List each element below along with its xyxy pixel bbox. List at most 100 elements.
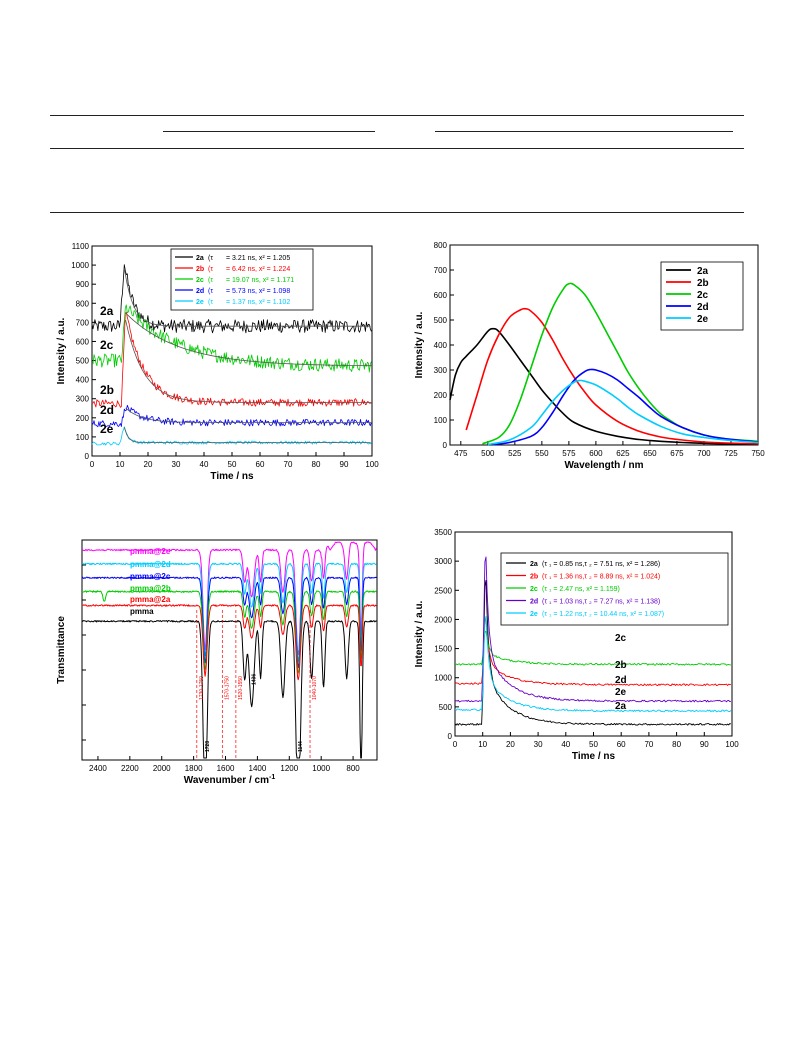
legend-box [170,248,314,311]
emission-series-2d [493,368,759,446]
series-label-2d: 2d [100,403,114,417]
x-tick-label: 725 [724,449,738,458]
ir-series-label: pmma@2d [130,560,171,569]
legend-value-2c: (τ ₁ = 2.47 ns, x² = 1.159) [542,586,620,593]
y-tick-label: 0 [443,441,448,450]
x-tick-label: 650 [643,449,657,458]
table-bottom-rule [50,212,744,213]
y-tick-label: 500 [439,703,453,712]
x-axis-label: Wavelength / nm [564,460,643,471]
emission-series-2e [487,379,759,446]
y-tick-label: 1500 [434,645,452,654]
x-tick-label: 525 [508,449,522,458]
legend-value-2c: = 19.07 ns, x² = 1.171 [226,277,294,284]
x-tick-label: 60 [256,460,265,469]
y-tick-label: 3000 [434,557,452,566]
series-label-2d: 2d [615,675,627,686]
y-tick-label: 0 [85,452,90,461]
decay-fit-2a [123,267,371,327]
ir-range-label: 1040-1070 [312,676,318,700]
y-tick-label: 900 [76,280,90,289]
legend-label-2b: 2b [697,278,709,289]
decay-chart-svg: 0 10 20 30 40 50 60 70 80 90 100010020030040050060… [56,242,379,482]
ir-series-label: pmma@2b [130,584,171,593]
decay-fit-2c [125,312,372,367]
x-tick-label: 675 [670,449,684,458]
table-group-rule-left [163,131,375,132]
legend-param-2b: (τ [208,266,213,273]
y-tick-label: 100 [76,433,90,442]
series-label-2b: 2b [615,660,627,671]
y-axis-label: Intensity / a.u. [414,311,425,378]
emission-chart: 475 500 525 550 575 600 625 650 675 700 725 750 0 100… [400,230,793,500]
y-tick-label: 2500 [434,586,452,595]
y-tick-label: 800 [434,241,448,250]
ir-series-pmma@2b [81,590,378,674]
ir-series-label: pmma@2e [130,547,171,556]
x-tick-label: 60 [617,740,626,749]
y-tick-label: 300 [76,395,90,404]
x-tick-label: 475 [454,449,468,458]
legend-label-2d: 2d [697,302,709,313]
table-top-rule [50,115,744,116]
film-decay-series-2b [454,617,732,687]
x-tick-label: 600 [589,449,603,458]
ir-chart-svg: 2400 2200 2000 1800 1600 1400 1200 1000 800 Waven… [56,539,378,786]
legend-id-2d: 2d [530,599,538,606]
y-tick-label: 300 [434,366,448,375]
x-axis-label-sup: -1 [269,774,275,781]
ir-peak-label: 1436 [252,674,258,685]
x-tick-label: 550 [535,449,549,458]
ir-series-pmma@2e [82,541,378,656]
x-tick-label: 10 [116,460,125,469]
x-tick-label: 1000 [312,764,330,773]
legend-param-2e: (τ [208,299,213,306]
film-decay-series-2a [454,579,732,726]
x-tick-label: 80 [312,460,321,469]
y-tick-label: 700 [76,318,90,327]
x-tick-label: 50 [589,740,598,749]
ir-series-label: pmma [130,607,154,616]
y-tick-label: 400 [434,341,448,350]
x-tick-label: 70 [644,740,653,749]
y-tick-label: 200 [434,391,448,400]
legend-label-2e: 2e [697,314,709,325]
emission-series-2b [465,307,759,445]
x-tick-label: 10 [478,740,487,749]
decay-series-2c [91,304,372,373]
legend-value-2b: (τ ₁ = 1.36 ns,τ ₂ = 8.89 ns, x² = 1.024… [542,574,660,581]
x-tick-label: 1400 [249,764,267,773]
x-tick-label: 1600 [217,764,235,773]
legend-id-2e: 2e [196,299,204,306]
decay-fit-2b [125,320,372,403]
ir-series-pmma@2d [81,562,378,662]
ir-series-pmma@2a [81,604,377,681]
x-tick-label: 0 [453,740,458,749]
y-axis-label: Transmittance [56,616,67,684]
legend-id-2e: 2e [530,611,538,618]
y-tick-label: 400 [76,376,90,385]
x-tick-label: 90 [340,460,349,469]
legend-id-2c: 2c [196,277,204,284]
y-tick-label: 0 [448,732,453,741]
x-tick-label: 90 [700,740,709,749]
x-tick-label: 2400 [89,764,107,773]
y-tick-label: 700 [434,266,448,275]
legend-id-2d: 2d [196,288,204,295]
y-axis-label: Intensity / a.u. [56,317,67,384]
ir-peak-label: 1144 [298,741,304,752]
y-tick-label: 200 [76,414,90,423]
legend-param-2a: (τ [208,255,213,262]
legend-value-2b: = 6.42 ns, x² = 1.224 [226,266,290,273]
x-tick-label: 1800 [185,764,203,773]
legend-id-2b: 2b [530,574,538,581]
y-tick-label: 1000 [434,674,452,683]
legend-id-2b: 2b [196,266,204,273]
x-tick-label: 100 [725,740,739,749]
y-tick-label: 800 [76,299,90,308]
legend-param-2c: (τ [208,277,213,284]
x-tick-label: 70 [284,460,293,469]
x-tick-label: 700 [697,449,711,458]
series-label-2a: 2a [100,304,114,318]
